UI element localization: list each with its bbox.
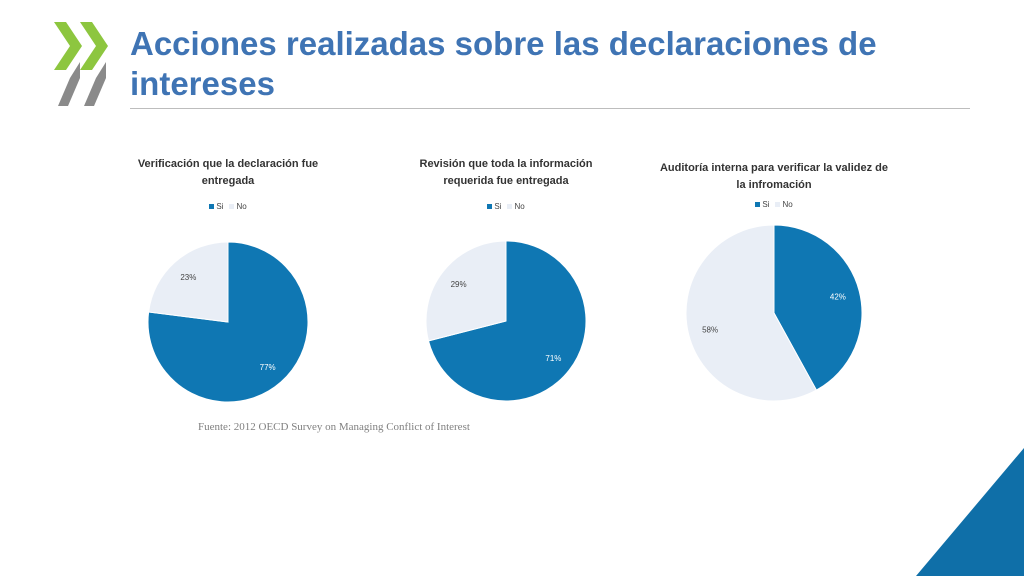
legend-swatch: [487, 204, 493, 210]
chart-legend: Si No: [634, 200, 914, 209]
data-label: 42%: [830, 293, 846, 302]
legend-label: No: [782, 200, 793, 209]
legend-label: No: [236, 202, 247, 211]
pie-slice-no: [685, 224, 818, 402]
legend-swatch: [755, 202, 761, 208]
data-label: 29%: [451, 280, 467, 289]
data-label: 77%: [260, 363, 276, 372]
data-label: 23%: [180, 273, 196, 282]
oecd-chevron-logo: [54, 22, 108, 106]
pie-chart-revision: Revisión que toda la información requeri…: [366, 150, 646, 420]
legend-swatch: [775, 202, 781, 208]
source-note: Fuente: 2012 OECD Survey on Managing Con…: [198, 421, 470, 433]
chart-title: Verificación que la declaración fue entr…: [137, 158, 319, 187]
chart-title: Auditoría interna para verificar la vali…: [659, 162, 889, 191]
legend-item: Si: [487, 202, 501, 211]
legend-swatch: [229, 204, 235, 210]
pie-slice-si: [773, 224, 863, 391]
data-label: 71%: [545, 354, 561, 363]
legend-item: Si: [209, 202, 223, 211]
slide-title: Acciones realizadas sobre las declaracio…: [130, 25, 877, 102]
data-label: 58%: [702, 325, 718, 334]
chevron-green-right: [80, 22, 108, 70]
legend-item: No: [507, 202, 525, 211]
pie-slice-no: [148, 241, 229, 323]
pie-svg: 77% 23%: [147, 241, 309, 403]
legend-label: Si: [494, 202, 502, 211]
chevron-gray-left: [58, 62, 80, 106]
chevron-gray-right: [84, 62, 106, 106]
chevron-green-left: [54, 22, 82, 70]
corner-triangle: [916, 448, 1024, 576]
pie-slice-no: [425, 240, 507, 342]
pie-chart-verificacion: Verificación que la declaración fue entr…: [88, 150, 368, 420]
chart-legend: Si No: [88, 202, 368, 211]
legend-label: Si: [216, 202, 224, 211]
title-divider: [130, 108, 970, 109]
legend-label: Si: [762, 200, 770, 209]
legend-item: Si: [755, 200, 769, 209]
legend-swatch: [507, 204, 513, 210]
chart-title: Revisión que toda la información requeri…: [419, 158, 593, 187]
pie-chart-auditoria: Auditoría interna para verificar la vali…: [634, 150, 914, 420]
pie-slice-si: [427, 240, 587, 402]
legend-label: No: [514, 202, 525, 211]
legend-item: No: [775, 200, 793, 209]
pie-svg: 71% 29%: [425, 240, 587, 402]
pie-svg: 42% 58%: [685, 224, 863, 402]
chart-legend: Si No: [366, 202, 646, 211]
legend-swatch: [209, 204, 215, 210]
legend-item: No: [229, 202, 247, 211]
